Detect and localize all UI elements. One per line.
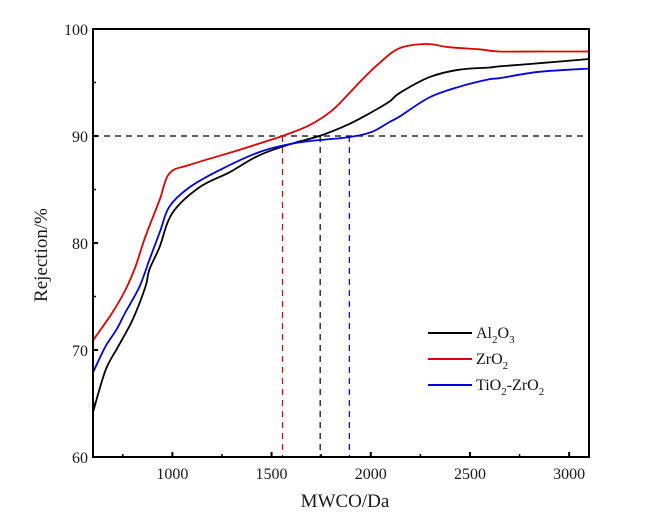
x-tick-label: 1500 bbox=[256, 466, 288, 483]
series-line-zro2 bbox=[92, 43, 589, 341]
x-tick-label: 1000 bbox=[156, 466, 188, 483]
axis-tick-labels: 1000 1500 2000 2500 3000 60 70 80 90 100 bbox=[64, 22, 585, 483]
legend-item-tio2-zro2: TiO2-ZrO2 bbox=[428, 377, 544, 398]
series-line-tio2-zro2 bbox=[92, 67, 590, 373]
axis-ticks bbox=[93, 28, 571, 458]
x-tick-label: 2500 bbox=[454, 466, 486, 483]
legend-item-zro2: ZrO2 bbox=[428, 351, 508, 372]
y-tick-label: 100 bbox=[64, 22, 88, 39]
series-lines bbox=[92, 43, 590, 413]
y-tick-label: 70 bbox=[72, 343, 88, 360]
y-tick-label: 80 bbox=[72, 236, 88, 253]
legend: Al2O3 ZrO2 TiO2-ZrO2 bbox=[428, 325, 544, 398]
y-tick-label: 60 bbox=[72, 450, 88, 467]
y-tick-label: 90 bbox=[72, 129, 88, 146]
reference-lines bbox=[93, 135, 589, 457]
x-tick-label: 3000 bbox=[553, 466, 585, 483]
legend-label: ZrO2 bbox=[476, 351, 508, 372]
x-axis-title: MWCO/Da bbox=[301, 491, 390, 512]
y-axis-title: Rejection/% bbox=[31, 208, 52, 302]
legend-label: TiO2-ZrO2 bbox=[476, 377, 544, 398]
legend-item-al2o3: Al2O3 bbox=[428, 325, 515, 346]
legend-label: Al2O3 bbox=[476, 325, 515, 346]
series-line-al2o3 bbox=[92, 58, 590, 413]
x-tick-label: 2000 bbox=[355, 466, 387, 483]
